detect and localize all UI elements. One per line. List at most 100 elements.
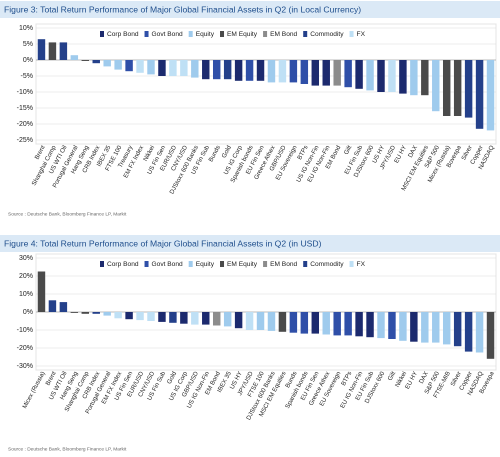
bar <box>344 60 352 88</box>
legend-swatch <box>220 261 225 267</box>
legend-label: EM Bond <box>270 261 297 268</box>
bar <box>191 312 199 325</box>
legend-swatch <box>220 31 225 37</box>
bar <box>81 60 90 61</box>
bar <box>377 312 385 339</box>
y-tick-label: -30% <box>17 363 33 370</box>
legend-swatch <box>144 31 149 37</box>
legend-swatch <box>144 261 149 267</box>
bar <box>70 55 79 60</box>
bar <box>289 312 298 333</box>
bar <box>278 312 287 332</box>
bar <box>245 60 254 81</box>
bar <box>278 60 287 83</box>
bar <box>147 60 155 75</box>
bar <box>136 312 144 321</box>
x-tick-label: Gilt <box>387 370 398 382</box>
legend-label: Equity <box>196 261 215 268</box>
chart-title: Figure 4: Total Return Performance of Ma… <box>4 238 322 248</box>
bar <box>169 312 177 323</box>
bar <box>223 60 232 80</box>
y-tick-label: 0% <box>23 309 33 316</box>
legend-swatch <box>349 31 354 37</box>
bar <box>486 60 495 131</box>
bar <box>245 312 254 330</box>
bar <box>125 312 133 320</box>
legend-label: Govt Bond <box>152 261 183 268</box>
bar <box>344 312 352 336</box>
plot-border <box>35 23 497 145</box>
bar <box>410 312 418 342</box>
y-tick-label: -20% <box>17 345 33 352</box>
bar <box>399 60 407 94</box>
title-bar <box>0 1 500 18</box>
bar <box>114 312 122 319</box>
bar <box>180 312 188 324</box>
legend-label: Corp Bond <box>107 261 139 268</box>
bar <box>92 312 100 314</box>
bar <box>202 312 210 325</box>
bar <box>311 60 320 86</box>
bar <box>300 60 309 84</box>
bar <box>125 60 133 72</box>
bar <box>234 60 243 81</box>
bar <box>333 60 341 86</box>
x-tick-label: Micex (Russia) <box>21 370 46 409</box>
legend-swatch <box>263 31 268 37</box>
bar <box>464 312 473 352</box>
y-tick-label: -10% <box>17 89 33 96</box>
bar <box>486 312 495 359</box>
bar <box>103 60 111 67</box>
legend-label: Govt Bond <box>152 31 183 38</box>
source-note: Source : Deutsche Bank, Bloomberg Financ… <box>8 211 127 217</box>
bar <box>322 60 330 86</box>
bar <box>289 60 298 83</box>
bar <box>48 300 57 312</box>
bar <box>103 312 111 316</box>
bar <box>322 312 330 335</box>
bar <box>311 312 320 334</box>
bar <box>432 312 440 343</box>
bar <box>267 312 276 331</box>
bar <box>410 60 418 96</box>
bar <box>158 312 166 322</box>
bar <box>421 60 429 96</box>
legend-swatch <box>303 261 308 267</box>
y-tick-label: -15% <box>17 105 33 112</box>
bar <box>388 60 396 92</box>
bar <box>333 312 341 336</box>
x-tick-label: Gilt <box>343 144 354 156</box>
bar <box>212 312 221 326</box>
title-bar <box>0 235 500 252</box>
y-tick-label: 5% <box>23 41 33 48</box>
bar <box>256 60 265 81</box>
bar <box>366 60 374 91</box>
legend-swatch <box>349 261 354 267</box>
bar <box>256 312 265 330</box>
bar <box>399 312 407 341</box>
bar <box>59 302 68 312</box>
source-note: Source : Deutsche Bank, Bloomberg Financ… <box>8 446 127 452</box>
bar <box>202 60 210 80</box>
bar <box>191 60 199 78</box>
legend-label: FX <box>357 31 366 38</box>
bar <box>37 271 46 312</box>
bar <box>453 312 462 347</box>
y-tick-label: -25% <box>17 137 33 144</box>
y-tick-label: 0% <box>23 57 33 64</box>
bar <box>267 60 276 83</box>
y-tick-label: -5% <box>21 73 33 80</box>
bar <box>453 60 462 116</box>
bar <box>180 60 188 76</box>
legend-swatch <box>303 31 308 37</box>
legend-swatch <box>188 31 193 37</box>
legend-swatch <box>100 261 104 267</box>
legend-label: Commodity <box>310 31 344 38</box>
bar <box>81 312 90 314</box>
bar <box>464 60 473 118</box>
y-tick-label: -20% <box>17 121 33 128</box>
legend-label: EM Bond <box>270 31 297 38</box>
bar <box>169 60 177 76</box>
chart-title: Figure 3: Total Return Performance of Ma… <box>4 4 361 14</box>
